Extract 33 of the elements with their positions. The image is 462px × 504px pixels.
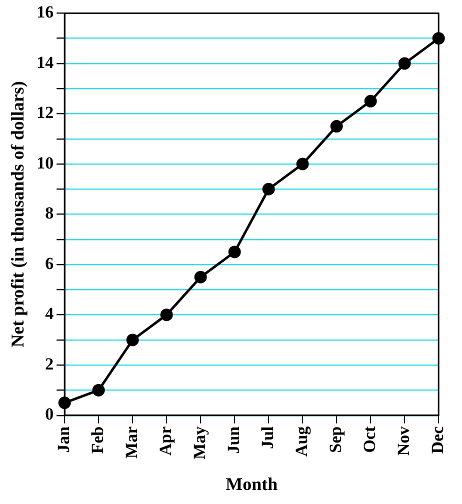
x-tick-label: Jan (54, 426, 73, 453)
y-tick-label: 10 (36, 153, 54, 172)
y-tick-label: 16 (36, 2, 54, 22)
x-axis-title: Month (226, 474, 278, 494)
point (330, 120, 343, 133)
x-tick-label: Sep (326, 426, 345, 453)
x-tick-label: Aug (292, 426, 311, 457)
point (364, 94, 377, 108)
point (126, 334, 139, 346)
x-tick-label: Feb (88, 426, 107, 454)
x-tick-label: Dec (428, 426, 447, 454)
point (92, 384, 105, 396)
y-tick-label: 2 (45, 354, 54, 374)
y-tick-label: 0 (45, 404, 54, 424)
point (398, 57, 411, 70)
x-tick-label: Oct (360, 426, 379, 453)
x-tick-label: May (190, 426, 209, 460)
y-axis-title: Net profit (in thousands of dollars) (7, 81, 28, 348)
point (228, 246, 241, 258)
point (194, 270, 207, 284)
point (296, 158, 309, 170)
x-tick-label: Mar (122, 426, 141, 458)
x-tick-label: Jun (224, 426, 243, 454)
x-tick-label: Nov (394, 426, 413, 456)
y-tick-label: 6 (45, 254, 54, 273)
x-tick-label: Jul (258, 426, 277, 450)
point (262, 182, 275, 196)
y-tick-label: 8 (45, 204, 54, 223)
point (160, 308, 173, 322)
y-tick-label: 14 (36, 52, 54, 72)
y-tick-label: 12 (36, 103, 54, 122)
x-tick-label: Apr (156, 426, 175, 456)
y-tick-label: 4 (45, 304, 54, 324)
